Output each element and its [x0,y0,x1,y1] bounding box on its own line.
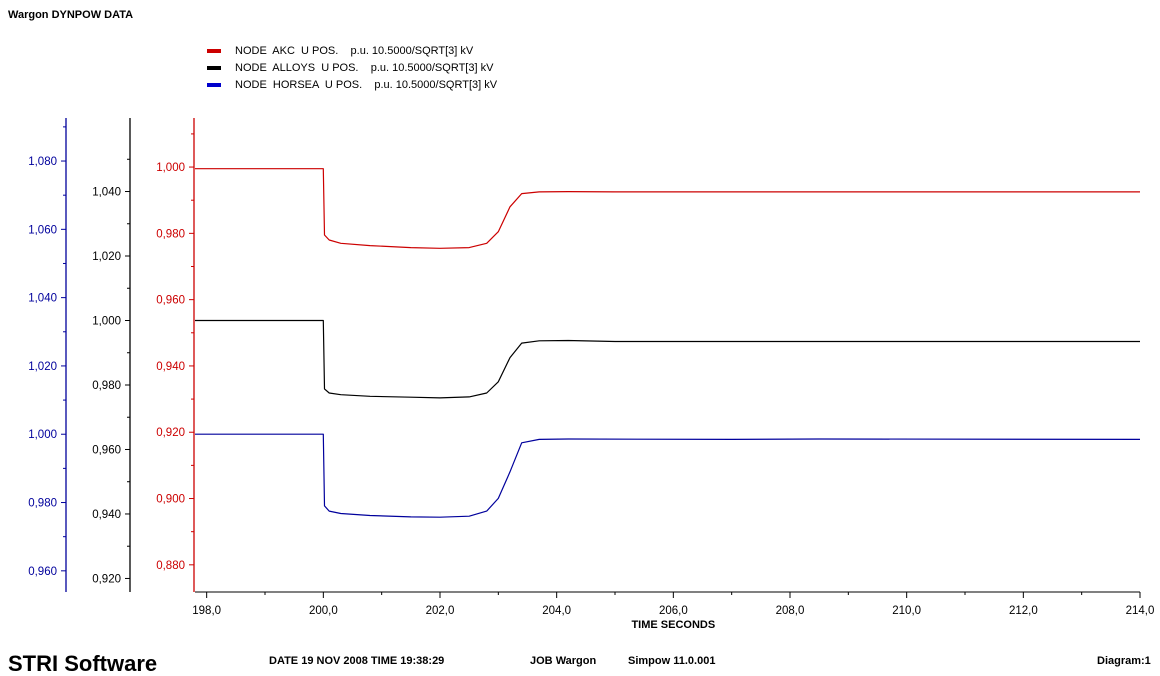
footer-job-label: JOB [530,655,553,667]
x-tick-label-0: 198,0 [192,605,221,617]
legend-entry-horsea: NODE HORSEA U POS. p.u. 10.5000/SQRT[3] … [207,76,497,93]
y-tick-label-red-5: 0,980 [156,228,185,240]
y-tick-label-blue-6: 1,080 [28,156,57,168]
footer-version: Simpow 11.0.001 [628,655,716,667]
legend-swatch-black [207,65,221,70]
y-tick-label-black-4: 1,000 [92,315,121,327]
footer-date-value: 19 NOV 2008 [301,655,368,667]
legend-swatch-red [207,48,221,53]
y-tick-label-blue-0: 0,960 [28,566,57,578]
y-tick-label-red-1: 0,900 [156,494,185,506]
y-tick-label-red-2: 0,920 [156,427,185,439]
series-line-black [195,319,1140,399]
y-tick-label-red-3: 0,940 [156,361,185,373]
series-line-blue [195,433,1141,518]
footer-time-value: 19:38:29 [400,655,445,667]
footer-date-label: DATE [269,655,299,667]
x-tick-label-4: 206,0 [659,605,688,617]
y-tick-label-blue-3: 1,020 [28,361,57,373]
y-tick-label-red-4: 0,960 [156,295,185,307]
footer-date-time: DATE 19 NOV 2008 TIME 19:38:29 [269,655,444,667]
footer-time-label: TIME [370,655,398,667]
x-tick-label-3: 204,0 [542,605,571,617]
footer-job: JOB Wargon [530,655,596,667]
y-tick-label-black-0: 0,920 [92,573,121,585]
chart-title: Wargon DYNPOW DATA [8,9,134,21]
x-axis-label: TIME SECONDS [631,619,715,631]
y-tick-label-red-6: 1,000 [156,162,185,174]
x-tick-label-1: 200,0 [309,605,338,617]
y-tick-label-red-0: 0,880 [156,560,185,572]
brand-logo-text: STRI Software [8,651,158,676]
legend-swatch-blue [207,82,221,87]
footer-job-value: Wargon [555,655,597,667]
y-tick-label-black-5: 1,020 [92,251,121,263]
y-tick-label-blue-1: 0,980 [28,498,57,510]
y-tick-label-black-6: 1,040 [92,187,121,199]
y-tick-label-blue-2: 1,000 [28,429,57,441]
x-tick-label-7: 212,0 [1009,605,1038,617]
y-tick-label-black-1: 0,940 [92,509,121,521]
x-tick-label-8: 214,0 [1126,605,1155,617]
legend-label-alloys: NODE ALLOYS U POS. p.u. 10.5000/SQRT[3] … [235,61,494,74]
x-tick-label-6: 210,0 [892,605,921,617]
y-tick-label-blue-4: 1,040 [28,293,57,305]
legend-label-akc: NODE AKC U POS. p.u. 10.5000/SQRT[3] kV [235,44,474,57]
y-tick-label-blue-5: 1,060 [28,224,57,236]
series-line-red [195,168,1140,249]
footer-diagram: Diagram:1 [1097,655,1151,667]
legend-label-horsea: NODE HORSEA U POS. p.u. 10.5000/SQRT[3] … [235,78,498,91]
legend-entry-alloys: NODE ALLOYS U POS. p.u. 10.5000/SQRT[3] … [207,59,497,76]
x-tick-label-2: 202,0 [426,605,455,617]
legend-entry-akc: NODE AKC U POS. p.u. 10.5000/SQRT[3] kV [207,42,497,59]
legend: NODE AKC U POS. p.u. 10.5000/SQRT[3] kV … [207,42,497,93]
y-tick-label-black-3: 0,980 [92,380,121,392]
x-tick-label-5: 208,0 [776,605,805,617]
y-tick-label-black-2: 0,960 [92,444,121,456]
